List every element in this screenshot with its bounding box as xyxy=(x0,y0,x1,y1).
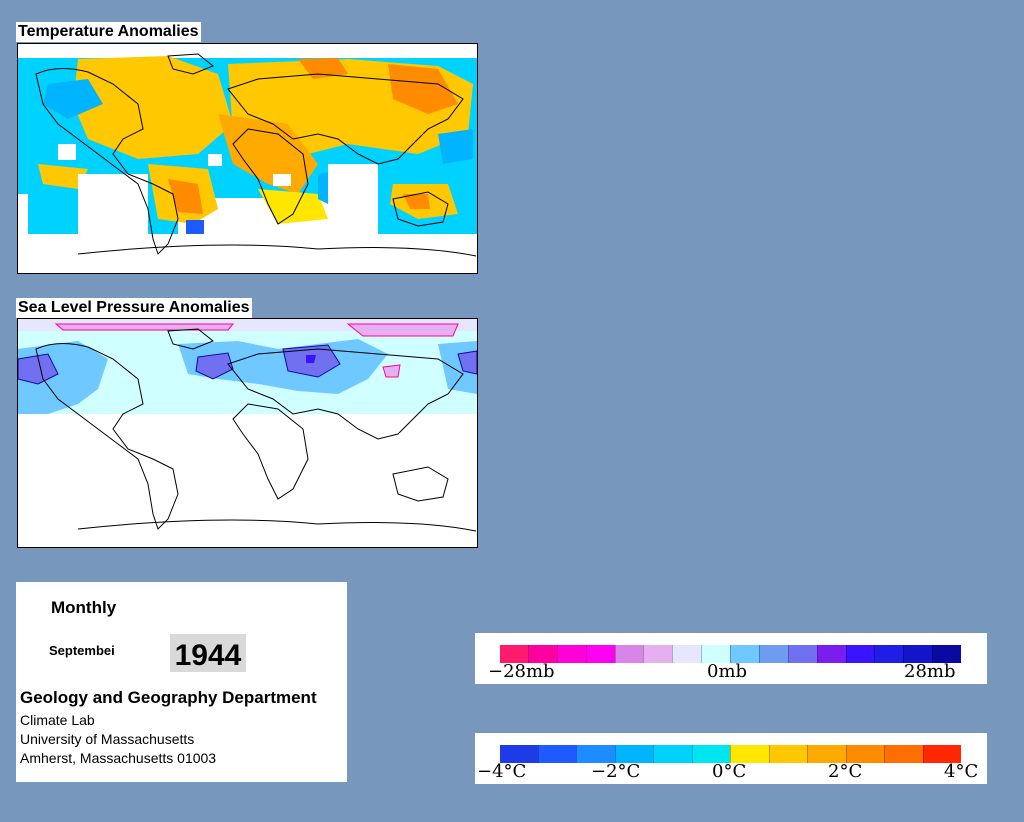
month-label: Septembei xyxy=(49,643,115,658)
temperature-swatch-10 xyxy=(884,745,923,763)
lab-label: Climate Lab xyxy=(20,712,95,728)
pressure-legend-label-max: 28mb xyxy=(904,661,956,682)
temperature-swatch-0 xyxy=(500,745,538,763)
department-label: Geology and Geography Department xyxy=(20,688,317,707)
year-label: 1944 xyxy=(170,634,246,672)
pressure-legend-label-min: −28mb xyxy=(488,661,555,682)
temperature-map-title: Temperature Anomalies xyxy=(16,22,201,42)
period-label: Monthly xyxy=(51,598,117,617)
pressure-swatch-8 xyxy=(730,645,759,663)
temperature-anomaly-map xyxy=(17,43,478,274)
pressure-swatch-7 xyxy=(701,645,730,663)
temperature-swatch-2 xyxy=(576,745,615,763)
temperature-swatch-11 xyxy=(922,745,961,763)
pressure-colorbar xyxy=(500,645,961,663)
pressure-anomaly-map xyxy=(17,318,478,548)
address-label: Amherst, Massachusetts 01003 xyxy=(20,750,217,766)
pressure-swatch-0 xyxy=(500,645,528,663)
temperature-legend: −4°C −2°C 0°C 2°C 4°C xyxy=(475,733,987,784)
temperature-legend-label-plus4: 4°C xyxy=(944,761,979,782)
pressure-swatch-1 xyxy=(527,645,557,663)
temperature-swatch-4 xyxy=(653,745,692,763)
pressure-map-title: Sea Level Pressure Anomalies xyxy=(16,298,252,318)
pressure-swatch-14 xyxy=(903,645,933,663)
pressure-swatch-12 xyxy=(845,645,875,663)
pressure-legend-label-zero: 0mb xyxy=(707,661,748,682)
pressure-swatch-11 xyxy=(816,645,846,663)
pressure-swatch-15 xyxy=(932,645,961,663)
pressure-swatch-10 xyxy=(787,645,817,663)
info-panel: Monthly Septembei 1944 Geology and Geogr… xyxy=(16,582,347,782)
pressure-legend: −28mb 0mb 28mb xyxy=(475,633,987,684)
pressure-swatch-4 xyxy=(614,645,644,663)
temperature-swatch-8 xyxy=(807,745,846,763)
pressure-swatch-3 xyxy=(585,645,615,663)
temperature-legend-label-plus2: 2°C xyxy=(828,761,863,782)
pressure-swatch-9 xyxy=(758,645,788,663)
pressure-swatch-13 xyxy=(874,645,904,663)
temperature-legend-label-zero: 0°C xyxy=(712,761,747,782)
temperature-swatch-9 xyxy=(845,745,884,763)
temperature-legend-label-minus2: −2°C xyxy=(591,761,641,782)
pressure-swatch-6 xyxy=(672,645,702,663)
temperature-swatch-6 xyxy=(730,745,769,763)
temperature-swatch-3 xyxy=(614,745,653,763)
pressure-swatch-2 xyxy=(556,645,586,663)
university-label: University of Massachusetts xyxy=(20,731,195,747)
pressure-swatch-5 xyxy=(643,645,673,663)
temperature-legend-label-minus4: −4°C xyxy=(477,761,527,782)
temperature-swatch-7 xyxy=(768,745,807,763)
temperature-swatch-5 xyxy=(691,745,730,763)
temperature-colorbar xyxy=(500,745,961,763)
temperature-swatch-1 xyxy=(537,745,576,763)
